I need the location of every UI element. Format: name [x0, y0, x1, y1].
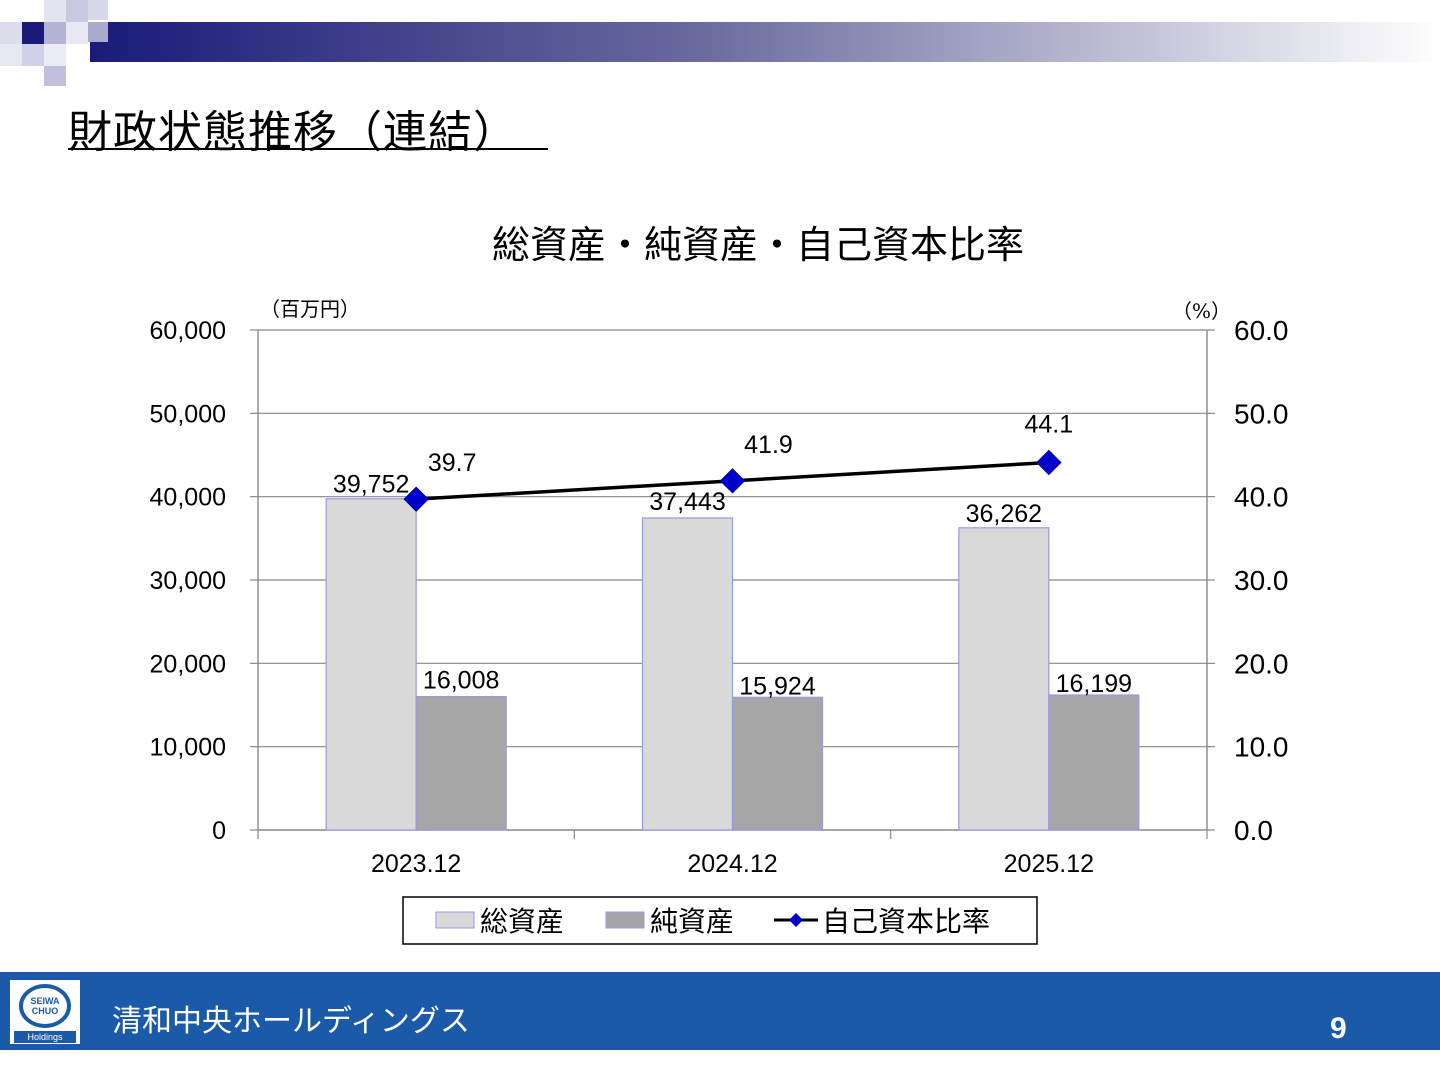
right-tick-label: 20.0 — [1234, 648, 1289, 679]
legend-swatch-net-assets — [605, 911, 645, 929]
legend-label-total-assets: 総資産 — [480, 905, 564, 938]
left-tick-label: 50,000 — [150, 400, 226, 428]
data-label-net-assets: 15,924 — [739, 672, 816, 700]
legend-label-net-assets: 純資産 — [650, 905, 734, 938]
data-label-equity-ratio: 41.9 — [744, 431, 793, 459]
left-axis-unit: （百万円） — [260, 297, 360, 321]
bar-total-assets — [325, 498, 417, 831]
legend-swatch-total-assets — [435, 911, 475, 929]
company-name: 清和中央ホールディングス — [112, 1004, 470, 1039]
right-tick-label: 30.0 — [1234, 565, 1289, 596]
ratio-marker — [403, 486, 429, 512]
left-tick-label: 0 — [212, 817, 226, 845]
right-tick-label: 50.0 — [1234, 398, 1289, 429]
title-underline — [68, 148, 548, 150]
bar-net-assets — [1048, 694, 1140, 831]
bar-net-assets — [415, 695, 507, 831]
right-tick-label: 10.0 — [1234, 732, 1289, 763]
bar-net-assets — [731, 696, 824, 831]
page-number: 9 — [1330, 1012, 1347, 1045]
data-label-total-assets: 37,443 — [649, 488, 725, 516]
data-label-total-assets: 36,262 — [966, 500, 1042, 528]
right-axis-unit: （%） — [1172, 299, 1231, 323]
logo-text-mid: CHUO — [32, 1006, 59, 1016]
right-tick-label: 60.0 — [1234, 315, 1289, 346]
bar-total-assets — [641, 517, 734, 831]
left-tick-label: 60,000 — [150, 317, 226, 345]
slide-title: 財政状態推移（連結） — [68, 107, 518, 158]
ratio-marker — [1036, 449, 1062, 476]
legend-marker-equity-ratio — [789, 913, 803, 927]
data-label-net-assets: 16,008 — [423, 667, 499, 695]
data-label-equity-ratio: 39.7 — [428, 449, 477, 477]
chart-title: 総資産・純資産・自己資本比率 — [492, 223, 1024, 267]
left-tick-label: 20,000 — [150, 650, 226, 678]
data-label-net-assets: 16,199 — [1056, 670, 1132, 698]
right-tick-label: 0.0 — [1234, 815, 1273, 846]
footer-bar: SEIWA CHUO Holdings 清和中央ホールディングス 9 — [0, 972, 1440, 1050]
logo-text-top: SEIWA — [30, 996, 60, 1006]
x-tick-label: 2025.12 — [1004, 850, 1094, 878]
header-square-decoration — [0, 0, 108, 86]
financial-position-chart: 総資産・純資産・自己資本比率 0 10,000 20,000 30,000 40,000 5… — [150, 223, 1289, 945]
left-tick-label: 40,000 — [150, 484, 226, 512]
data-label-total-assets: 39,752 — [333, 471, 409, 499]
logo-text-bottom: Holdings — [27, 1032, 63, 1042]
bar-total-assets — [958, 527, 1050, 831]
left-tick-label: 10,000 — [150, 734, 226, 762]
x-tick-label: 2024.12 — [687, 850, 777, 878]
left-tick-label: 30,000 — [150, 567, 226, 595]
legend-label-equity-ratio: 自己資本比率 — [822, 905, 990, 938]
header-gradient-band — [90, 22, 1440, 62]
x-tick-label: 2023.12 — [371, 850, 461, 878]
legend-box — [402, 896, 1038, 945]
data-label-equity-ratio: 44.1 — [1024, 411, 1073, 439]
company-logo: SEIWA CHUO Holdings — [10, 980, 80, 1044]
ratio-marker — [719, 468, 746, 494]
right-tick-label: 40.0 — [1234, 482, 1289, 513]
